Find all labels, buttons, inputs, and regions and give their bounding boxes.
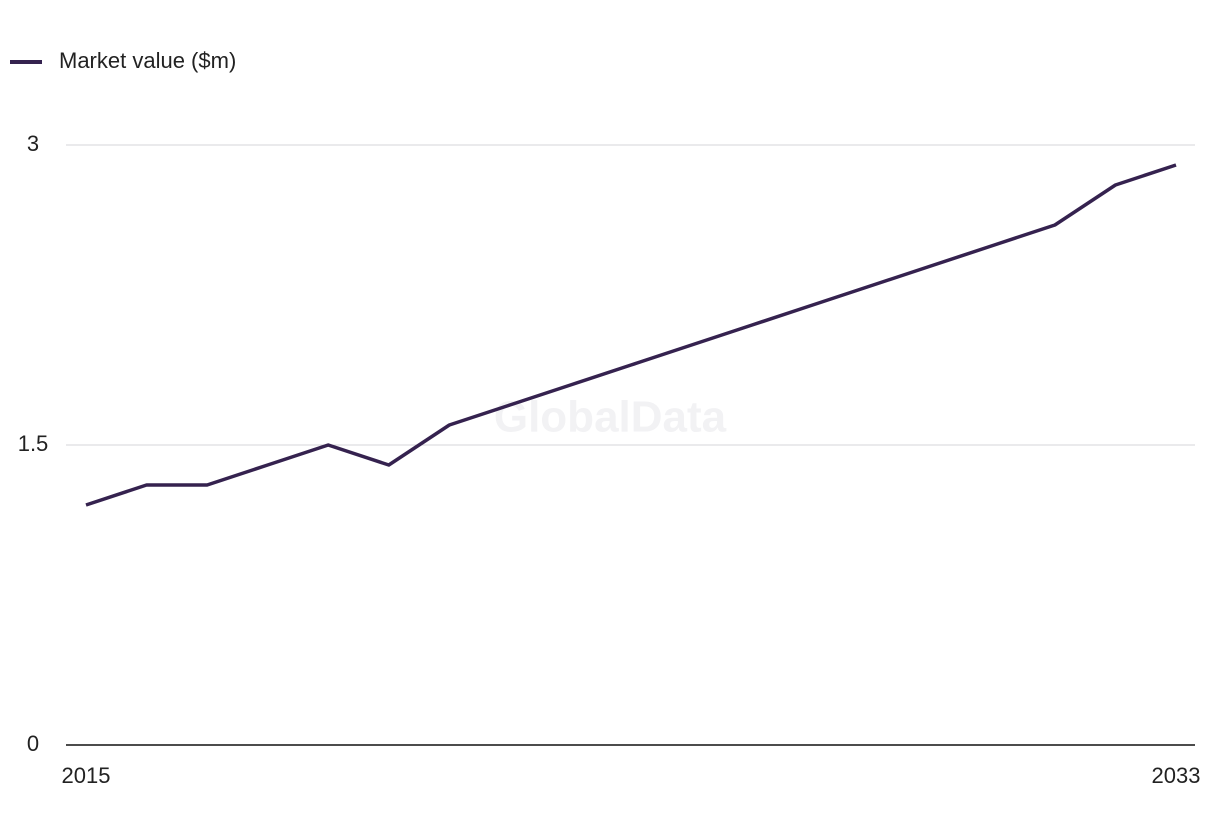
y-tick-label: 3	[27, 131, 39, 156]
x-tick-label: 2015	[62, 763, 111, 788]
watermark: GlobalData	[494, 393, 727, 442]
x-tick-label: 2033	[1152, 763, 1201, 788]
legend-label: Market value ($m)	[59, 48, 236, 73]
y-tick-label: 1.5	[18, 431, 49, 456]
y-tick-label: 0	[27, 731, 39, 756]
line-series	[85, 163, 1177, 507]
